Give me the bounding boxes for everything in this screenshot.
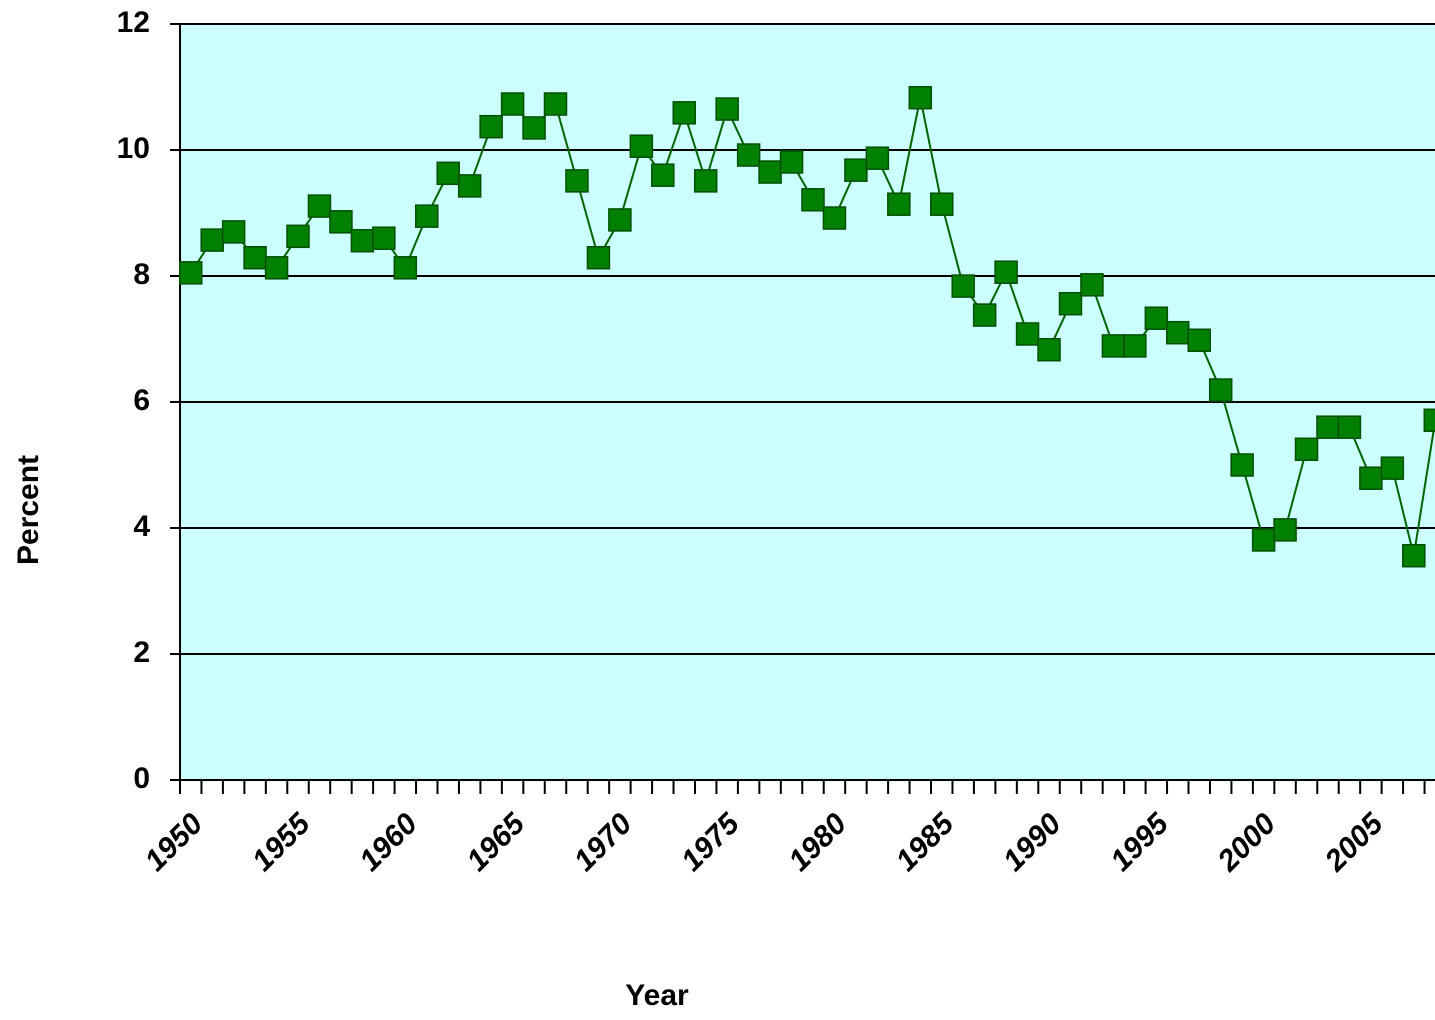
marker (865, 146, 890, 170)
x-tick-label: 1980 (782, 807, 853, 878)
x-tick-label: 2000 (1211, 807, 1282, 878)
marker (1166, 320, 1190, 345)
x-tick-label: 1995 (1104, 806, 1175, 877)
marker (758, 160, 782, 184)
x-tick-label: 1975 (675, 806, 746, 877)
marker (286, 224, 310, 249)
x-tick-label: 1950 (139, 807, 210, 878)
x-tick-label: 1985 (890, 806, 961, 877)
marker (908, 85, 933, 110)
marker (801, 188, 825, 212)
y-tick-label: 6 (133, 384, 150, 417)
marker (221, 220, 246, 244)
marker (1123, 334, 1147, 358)
marker (1402, 543, 1426, 568)
marker (264, 256, 289, 280)
marker (350, 228, 375, 253)
x-tick-label: 1970 (568, 807, 639, 878)
y-tick-label: 8 (133, 258, 150, 291)
y-axis-label: Percent (12, 455, 45, 565)
marker (1080, 273, 1104, 297)
marker (844, 158, 868, 182)
marker (608, 208, 632, 232)
marker (500, 92, 525, 116)
marker (522, 116, 546, 140)
marker (372, 226, 396, 250)
marker (929, 192, 954, 216)
marker (479, 114, 503, 139)
marker (1380, 456, 1405, 480)
marker (586, 245, 611, 270)
marker (629, 134, 654, 158)
x-tick-label: 2005 (1318, 806, 1390, 878)
marker (1230, 453, 1254, 477)
marker (1187, 328, 1211, 353)
marker (1316, 415, 1340, 439)
marker (1423, 408, 1435, 433)
y-tick-label: 2 (133, 636, 150, 669)
marker (972, 303, 997, 327)
marker (1015, 322, 1040, 346)
marker (243, 245, 267, 270)
marker (1037, 337, 1061, 362)
marker (565, 169, 589, 193)
marker (1273, 518, 1297, 542)
marker (1101, 334, 1126, 358)
marker (779, 150, 804, 174)
y-tick-label: 0 (133, 762, 150, 795)
x-tick-label: 1960 (353, 807, 424, 878)
marker (415, 204, 439, 228)
marker (1359, 466, 1383, 490)
marker (822, 206, 847, 230)
marker (994, 260, 1018, 284)
marker (693, 169, 718, 193)
x-tick-label: 1965 (461, 806, 532, 877)
marker (200, 228, 224, 252)
marker (651, 163, 675, 187)
marker (178, 261, 203, 285)
marker (329, 210, 353, 234)
marker (457, 174, 482, 198)
marker (1251, 528, 1276, 552)
marker (307, 194, 332, 218)
y-tick-label: 4 (133, 510, 150, 543)
marker (436, 161, 460, 186)
marker (1144, 306, 1169, 330)
x-tick-label: 1990 (997, 807, 1068, 878)
y-tick-label: 10 (117, 132, 150, 165)
marker (887, 192, 911, 216)
marker (1208, 378, 1233, 402)
marker (543, 92, 568, 116)
marker (736, 143, 761, 167)
marker (672, 101, 697, 125)
y-tick-label: 12 (117, 6, 150, 39)
x-axis-label: Year (625, 979, 689, 1012)
x-tick-label: 1955 (246, 806, 317, 877)
marker (1294, 437, 1319, 461)
marker (393, 256, 418, 280)
marker (951, 274, 975, 298)
marker (715, 97, 739, 121)
marker (1058, 291, 1083, 316)
marker (1337, 415, 1362, 439)
